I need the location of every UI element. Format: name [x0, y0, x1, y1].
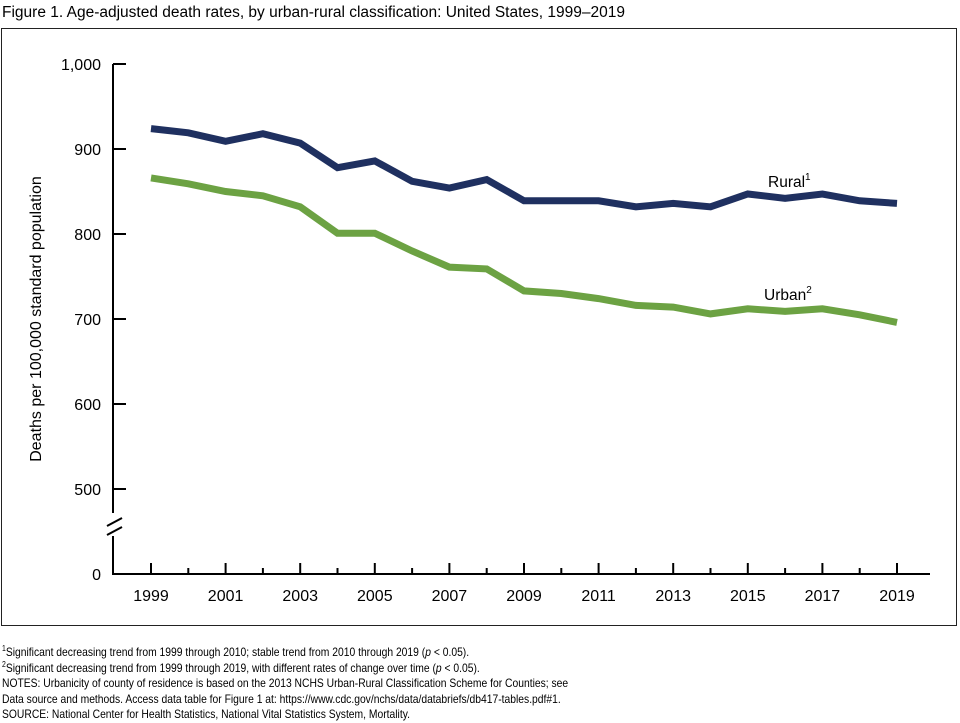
y-tick-label: 0 [92, 567, 101, 584]
footnotes: 1Significant decreasing trend from 1999 … [2, 645, 568, 723]
notes-line-2: Data source and methods. Access data tab… [2, 692, 568, 708]
y-tick-label: 500 [74, 482, 101, 499]
series-label-urban: Urban2 [764, 285, 812, 304]
y-tick-label: 600 [74, 397, 101, 414]
x-tick-label: 2001 [208, 588, 244, 605]
x-tick-label: 2007 [432, 588, 468, 605]
x-tick-label: 1999 [133, 588, 169, 605]
line-chart: 1,000 900 800 700 600 500 0 1999 2001 2003 2005 200… [0, 0, 960, 640]
footnote-mark-2: 2 [806, 285, 812, 296]
x-tick-label: 2019 [879, 588, 915, 605]
series-label-rural: Rural1 [768, 172, 811, 191]
y-tick-label: 1,000 [61, 57, 101, 74]
notes-line-1: NOTES: Urbanicity of county of residence… [2, 676, 568, 692]
footnote-1: 1Significant decreasing trend from 1999 … [2, 645, 568, 661]
source-line: SOURCE: National Center for Health Stati… [2, 707, 568, 723]
x-tick-label: 2003 [282, 588, 318, 605]
series-label-urban-text: Urban [764, 287, 806, 304]
series-label-rural-text: Rural [768, 174, 805, 191]
x-tick-label: 2015 [730, 588, 766, 605]
axis-break-mark [107, 527, 122, 535]
y-axis-label: Deaths per 100,000 standard population [28, 176, 45, 462]
axes: 1,000 900 800 700 600 500 0 1999 2001 2003 2005 200… [61, 57, 930, 605]
footnote-mark-1: 1 [805, 172, 811, 183]
x-tick-label: 2011 [581, 588, 616, 605]
axis-break-mark [107, 518, 122, 526]
y-tick-label: 700 [74, 312, 101, 329]
footnote-1-text: Significant decreasing trend from 1999 t… [6, 645, 425, 659]
footnote-2-text: Significant decreasing trend from 1999 t… [6, 661, 436, 675]
x-tick-label: 2013 [655, 588, 691, 605]
x-tick-label: 2005 [357, 588, 393, 605]
footnote-2-end: < 0.05). [442, 661, 480, 675]
x-tick-label: 2017 [805, 588, 841, 605]
footnote-1-end: < 0.05). [431, 645, 469, 659]
y-tick-label: 900 [74, 142, 101, 159]
y-tick-label: 800 [74, 227, 101, 244]
footnote-2: 2Significant decreasing trend from 1999 … [2, 661, 568, 677]
x-tick-label: 2009 [506, 588, 542, 605]
